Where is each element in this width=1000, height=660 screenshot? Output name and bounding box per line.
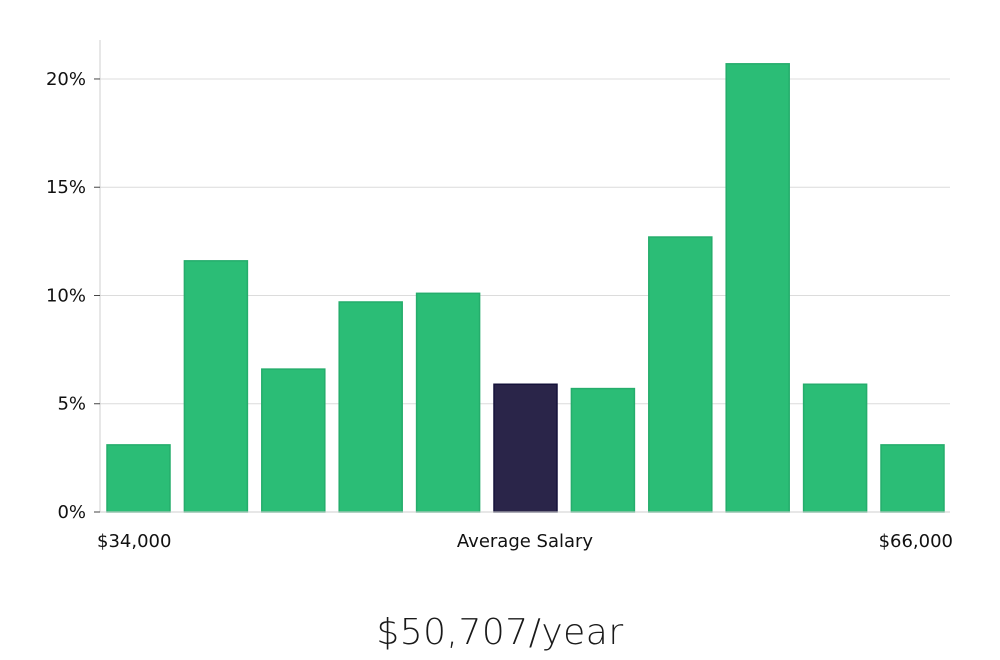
histogram-svg: 0% 5% 10% 15% 20% $34,000 Average Salary $66… [46, 40, 953, 552]
bar [106, 444, 171, 513]
y-tick-label: 0% [57, 502, 86, 523]
bar [183, 260, 249, 513]
average-salary-value: $50,707/year [376, 612, 624, 653]
axes [99, 40, 950, 513]
bar [338, 301, 403, 513]
y-tick-label: 5% [57, 394, 86, 415]
bar [415, 292, 481, 513]
bar [802, 383, 868, 513]
bar [648, 236, 713, 513]
bar [570, 387, 636, 513]
x-max-label: $66,000 [879, 531, 953, 552]
bar [725, 63, 790, 513]
y-tick-label: 15% [46, 177, 86, 198]
y-tick-labels: 0% 5% 10% 15% 20% [46, 69, 100, 523]
x-labels: $34,000 Average Salary $66,000 [97, 531, 953, 552]
bar [880, 444, 945, 513]
x-min-label: $34,000 [97, 531, 171, 552]
bar-highlight [493, 383, 558, 513]
bars [106, 63, 945, 513]
y-tick-label: 20% [46, 69, 86, 90]
x-axis-title: Average Salary [457, 531, 594, 552]
y-tick-label: 10% [46, 285, 86, 306]
bar [261, 368, 326, 513]
